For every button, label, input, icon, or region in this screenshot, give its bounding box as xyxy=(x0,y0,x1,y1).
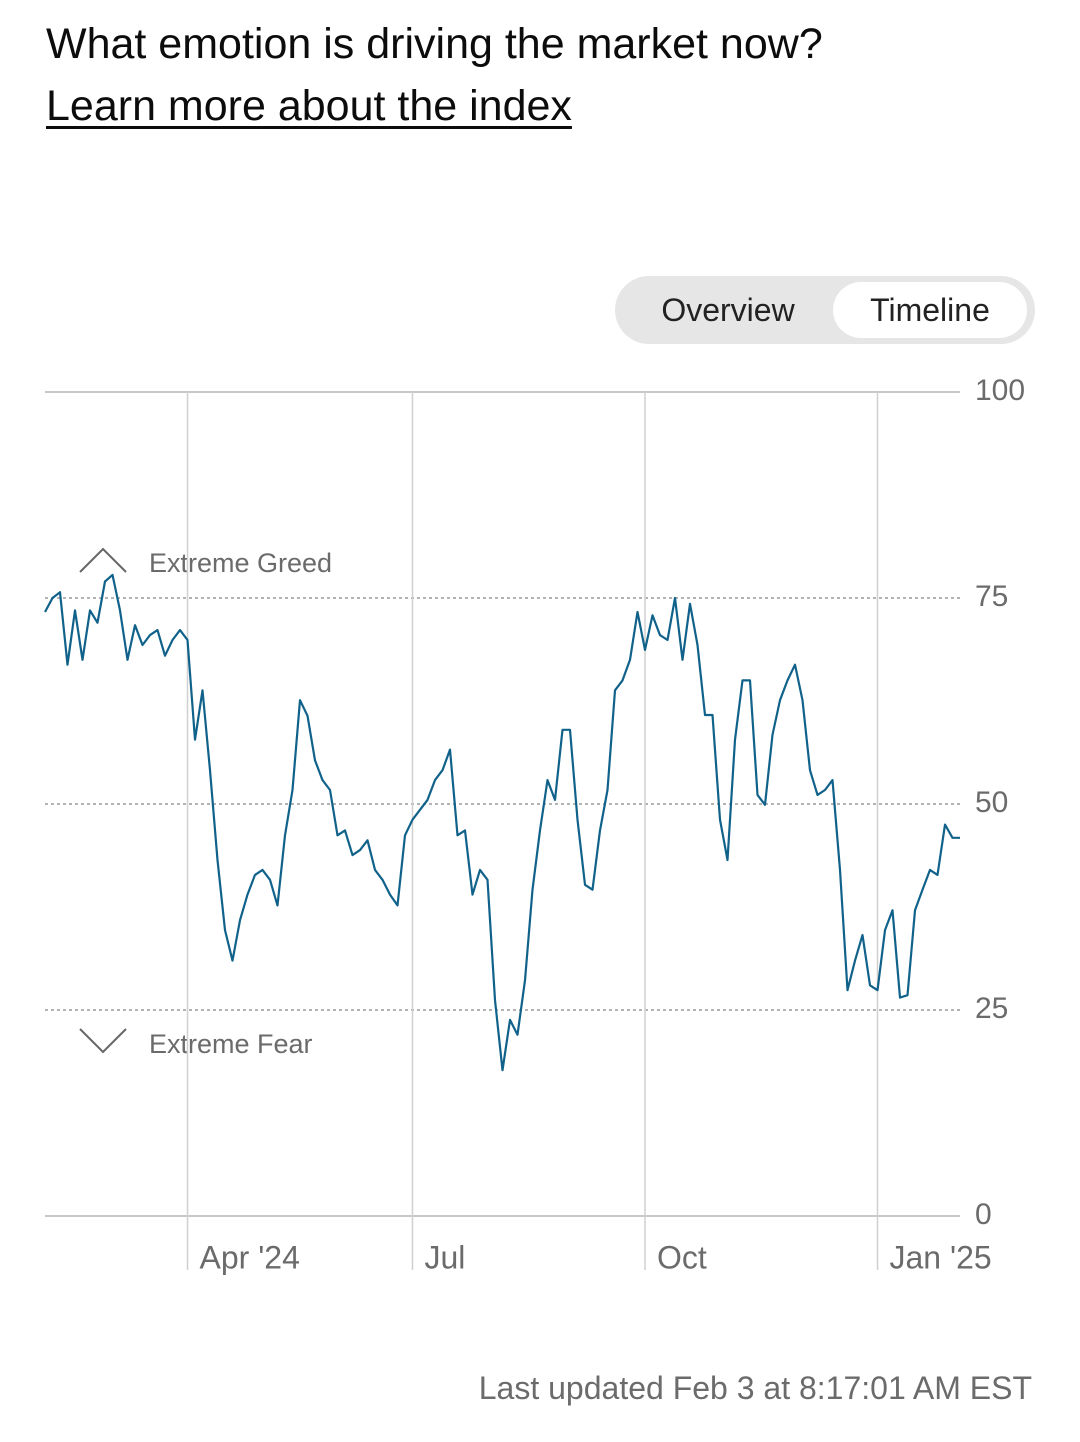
x-tick-label: Jan '25 xyxy=(890,1239,992,1275)
overview-tab[interactable]: Overview xyxy=(661,292,795,328)
fear-label: Extreme Fear xyxy=(149,1029,313,1059)
x-tick-label: Jul xyxy=(425,1239,466,1275)
learn-more-link[interactable]: Learn more about the index xyxy=(46,82,572,130)
y-tick-label: 0 xyxy=(975,1198,992,1231)
view-toggle: Overview Timeline xyxy=(615,276,1035,344)
timeline-tab[interactable]: Timeline xyxy=(833,282,1027,338)
y-tick-label: 25 xyxy=(975,992,1008,1025)
line-series xyxy=(44,573,960,1072)
title: What emotion is driving the market now? xyxy=(46,20,823,68)
greed-arrow xyxy=(79,547,127,573)
x-tick-label: Apr '24 xyxy=(200,1239,300,1275)
y-tick-label: 50 xyxy=(975,786,1008,819)
greed-label: Extreme Greed xyxy=(149,548,332,578)
fear-arrow xyxy=(79,1028,127,1054)
y-tick-label: 100 xyxy=(975,374,1025,407)
last-updated: Last updated Feb 3 at 8:17:01 AM EST xyxy=(478,1370,1032,1406)
x-tick-label: Oct xyxy=(657,1239,707,1275)
y-tick-label: 75 xyxy=(975,580,1008,613)
